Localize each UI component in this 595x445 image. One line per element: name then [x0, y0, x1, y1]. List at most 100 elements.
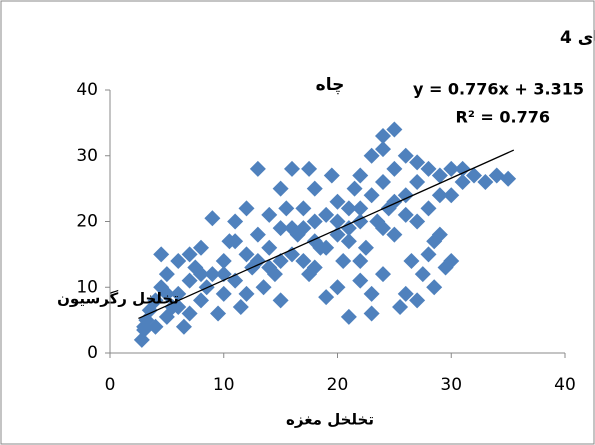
point — [500, 170, 517, 187]
y-tick-label: 40 — [76, 80, 98, 100]
point — [153, 246, 170, 263]
point — [363, 187, 380, 204]
point — [329, 193, 346, 210]
point — [454, 160, 471, 177]
point — [488, 167, 505, 184]
point — [414, 266, 431, 283]
point — [318, 289, 335, 306]
point — [340, 233, 357, 250]
point — [397, 147, 414, 164]
y-tick-label: 20 — [76, 212, 98, 232]
point — [158, 266, 175, 283]
point — [375, 128, 391, 145]
point — [306, 180, 323, 197]
point — [357, 239, 374, 256]
point — [306, 213, 323, 230]
y-tick-label: 30 — [76, 146, 98, 166]
point — [340, 220, 357, 237]
point — [352, 167, 369, 184]
point — [375, 141, 391, 158]
point — [363, 147, 380, 164]
r-squared: R² = 0.776 — [456, 108, 550, 127]
point — [352, 200, 369, 217]
point — [346, 180, 363, 197]
point — [403, 252, 420, 269]
point — [426, 233, 443, 250]
point — [147, 318, 164, 335]
point — [238, 246, 255, 263]
point — [329, 279, 346, 296]
point — [227, 213, 244, 230]
point — [193, 266, 209, 283]
point — [375, 266, 391, 283]
y-axis-label: تخلخل رگرسیون — [57, 290, 179, 308]
point — [431, 167, 448, 184]
point — [232, 298, 249, 315]
point — [318, 239, 335, 256]
point — [420, 160, 437, 177]
point — [386, 226, 403, 243]
point — [420, 200, 437, 217]
point — [409, 154, 426, 171]
point — [170, 252, 187, 269]
point — [249, 226, 266, 243]
point — [261, 259, 278, 276]
point — [181, 305, 198, 322]
point — [193, 292, 209, 309]
point — [255, 279, 272, 296]
point — [397, 187, 414, 204]
point — [397, 285, 414, 302]
point — [210, 305, 227, 322]
x-tick-label: 10 — [213, 375, 235, 395]
point — [443, 160, 460, 177]
point — [175, 318, 192, 335]
point — [238, 200, 255, 217]
point — [284, 160, 300, 177]
point — [170, 285, 187, 302]
point — [340, 200, 357, 217]
point — [295, 200, 312, 217]
point — [136, 318, 153, 335]
point — [352, 272, 369, 289]
point — [295, 252, 312, 269]
point — [363, 305, 380, 322]
point — [340, 308, 357, 325]
point — [323, 167, 340, 184]
x-tick-label: 20 — [327, 375, 349, 395]
point — [397, 206, 414, 223]
point — [227, 233, 244, 250]
point — [301, 160, 318, 177]
point — [375, 220, 391, 237]
point — [272, 292, 289, 309]
point — [215, 285, 232, 302]
point — [426, 279, 443, 296]
point — [431, 187, 448, 204]
x-tick-label: 0 — [105, 375, 116, 395]
point — [409, 213, 426, 230]
chart-title: چاه — [316, 75, 345, 95]
point — [443, 252, 460, 269]
y-tick-label: 10 — [76, 277, 98, 297]
point — [409, 174, 426, 191]
point — [249, 160, 266, 177]
point — [278, 200, 295, 217]
point — [295, 220, 312, 237]
point — [204, 266, 221, 283]
point — [272, 180, 289, 197]
point — [284, 246, 300, 263]
point — [158, 285, 175, 302]
point — [386, 160, 403, 177]
chart-title: تخلخل مغزه- حاصل از رگرسیون برای داده ها… — [560, 27, 595, 48]
point — [454, 174, 471, 191]
x-tick-label: 30 — [440, 375, 462, 395]
point — [204, 210, 221, 227]
point — [261, 206, 278, 223]
x-tick-label: 40 — [554, 375, 576, 395]
y-tick-label: 0 — [87, 343, 98, 363]
point — [466, 167, 482, 184]
trendline — [138, 149, 515, 320]
point — [318, 206, 335, 223]
point — [261, 239, 278, 256]
point — [352, 252, 369, 269]
